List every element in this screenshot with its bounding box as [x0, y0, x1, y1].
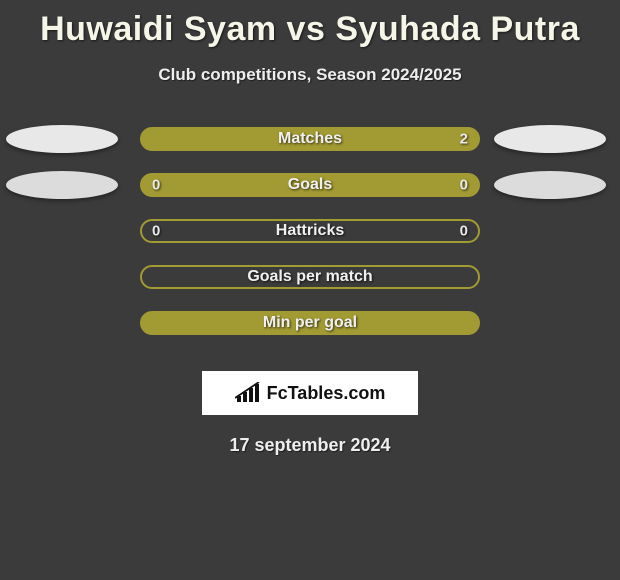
- stat-row: Goals 0 0: [0, 173, 620, 219]
- stat-value-right: 2: [460, 131, 468, 148]
- player-ellipse-left: [6, 171, 118, 199]
- stat-bar: Goals 0 0: [140, 173, 480, 197]
- stat-bar: Hattricks 0 0: [140, 219, 480, 243]
- stat-rows: Matches 2 Goals 0 0 Hattricks 0 0 Goals per matc…: [0, 127, 620, 357]
- logo-box: FcTables.com: [202, 371, 418, 415]
- stat-label: Matches: [278, 130, 342, 148]
- stat-row: Min per goal: [0, 311, 620, 357]
- stat-bar: Min per goal: [140, 311, 480, 335]
- player-ellipse-left: [6, 125, 118, 153]
- stat-label: Min per goal: [263, 314, 357, 332]
- stat-bar: Goals per match: [140, 265, 480, 289]
- stat-label: Hattricks: [276, 222, 344, 240]
- stat-row: Goals per match: [0, 265, 620, 311]
- stat-value-left: 0: [152, 223, 160, 240]
- comparison-title: Huwaidi Syam vs Syuhada Putra: [0, 0, 620, 49]
- stat-row: Matches 2: [0, 127, 620, 173]
- stat-row: Hattricks 0 0: [0, 219, 620, 265]
- stat-value-right: 0: [460, 223, 468, 240]
- update-date: 17 september 2024: [0, 435, 620, 456]
- player-ellipse-right: [494, 125, 606, 153]
- player-ellipse-right: [494, 171, 606, 199]
- stat-bar: Matches 2: [140, 127, 480, 151]
- chart-icon: [235, 382, 261, 404]
- logo-text: FcTables.com: [267, 383, 386, 404]
- stat-label: Goals: [288, 176, 332, 194]
- stat-label: Goals per match: [247, 268, 372, 286]
- comparison-subtitle: Club competitions, Season 2024/2025: [0, 65, 620, 85]
- stat-value-left: 0: [152, 177, 160, 194]
- stat-value-right: 0: [460, 177, 468, 194]
